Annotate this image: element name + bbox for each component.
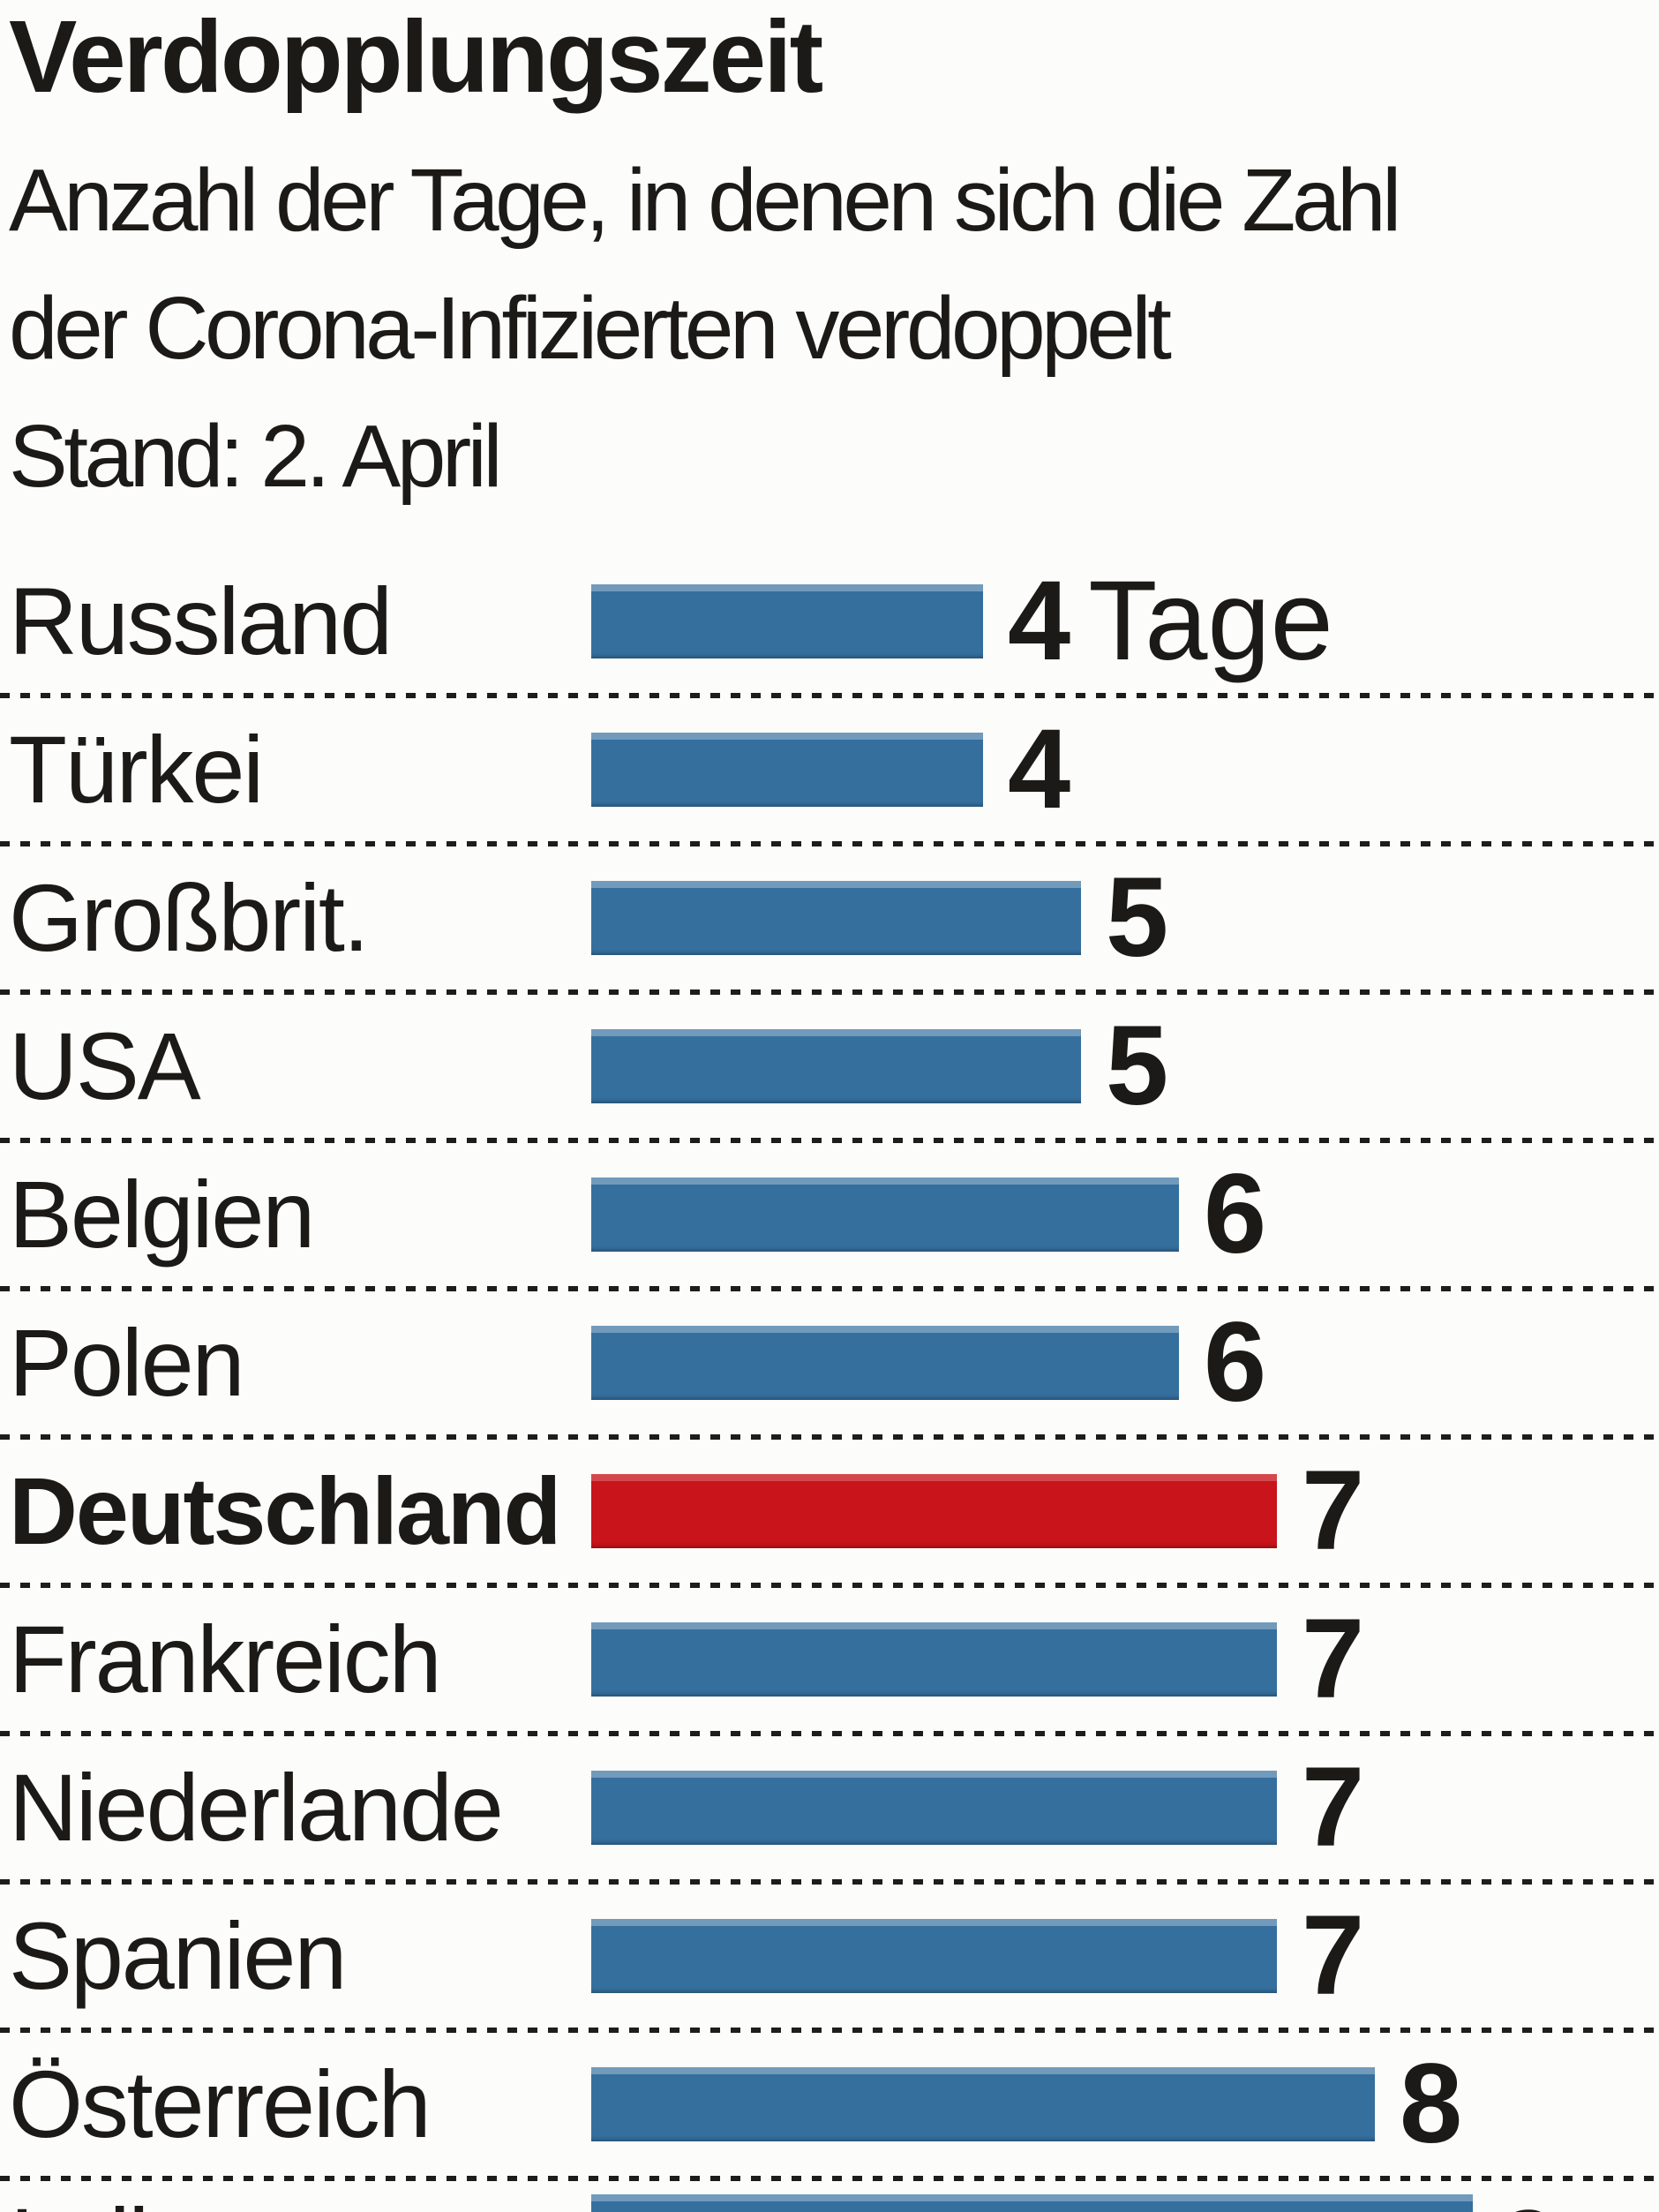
chart-row: Österreich 8 xyxy=(0,2030,1659,2181)
value-bar xyxy=(591,1919,1277,1993)
value-bar xyxy=(591,1029,1081,1103)
bar-value: 7 xyxy=(1302,1892,1365,2019)
bar-wrap: 7 xyxy=(591,1751,1364,1864)
country-label: Polen xyxy=(9,1309,245,1416)
country-label: Deutschland xyxy=(9,1457,562,1564)
country-label: Großbrit. xyxy=(9,864,370,971)
bar-wrap: 9 xyxy=(591,2194,1560,2212)
subtitle-line-3-status-date: Stand: 2. April xyxy=(9,407,503,506)
bar-wrap: 7 xyxy=(591,1455,1364,1568)
bar-value: 5 xyxy=(1106,1003,1169,1129)
subtitle-line-2: der Corona-Infizierten verdoppelt xyxy=(9,279,1172,378)
value-bar xyxy=(591,1771,1277,1845)
country-label: Belgien xyxy=(9,1161,315,1268)
chart-row: Niederlande 7 xyxy=(0,1734,1659,1885)
bar-wrap: 8 xyxy=(591,2048,1462,2161)
country-label: Spanien xyxy=(9,1902,347,2009)
chart-row: Italien 9 xyxy=(9,2178,1659,2212)
bar-value: 9 xyxy=(1498,2194,1560,2212)
value-bar xyxy=(591,733,983,807)
value-bar xyxy=(591,1622,1277,1697)
chart-row: Spanien 7 xyxy=(0,1882,1659,2033)
value-bar xyxy=(591,881,1081,955)
chart-row: Belgien 6 xyxy=(0,1140,1659,1291)
chart-row: Russland 4 Tage xyxy=(0,547,1659,698)
chart-row: Polen 6 xyxy=(0,1289,1659,1440)
bar-value: 4 xyxy=(1008,706,1071,832)
bar-wrap: 5 xyxy=(591,861,1168,974)
country-label: Frankreich xyxy=(9,1606,442,1712)
bar-wrap: 6 xyxy=(591,1158,1266,1271)
subtitle-line-1: Anzahl der Tage, in denen sich die Zahl xyxy=(9,151,1401,250)
value-bar xyxy=(591,1474,1277,1548)
country-label: Österreich xyxy=(9,2050,432,2157)
country-label: Russland xyxy=(9,568,393,674)
value-bar xyxy=(591,584,983,658)
value-bar xyxy=(591,2194,1473,2212)
country-label: USA xyxy=(9,1012,201,1119)
chart-title: Verdopplungszeit xyxy=(9,0,823,114)
bar-value: 7 xyxy=(1302,1744,1365,1870)
bar-wrap: 7 xyxy=(591,1603,1364,1716)
chart-rows: Russland 4 Tage Türkei 4 Großbrit. 5 USA… xyxy=(0,547,1659,2212)
bar-value: 5 xyxy=(1106,854,1169,981)
bar-wrap: 4 xyxy=(591,713,1070,826)
bar-value: 8 xyxy=(1400,2041,1463,2167)
country-label: Niederlande xyxy=(9,1754,504,1861)
bar-value: 4 xyxy=(1008,558,1071,684)
chart-subtitle: Anzahl der Tage, in denen sich die Zahl … xyxy=(9,137,1659,521)
value-bar xyxy=(591,2067,1375,2141)
chart-row: Großbrit. 5 xyxy=(0,844,1659,995)
chart-row: USA 5 xyxy=(0,992,1659,1143)
country-label: Türkei xyxy=(9,716,264,823)
bar-value: 7 xyxy=(1302,1448,1365,1574)
chart-row: Frankreich 7 xyxy=(0,1585,1659,1736)
bar-value: 7 xyxy=(1302,1596,1365,1722)
bar-wrap: 7 xyxy=(591,1900,1364,2013)
chart-row: Deutschland 7 xyxy=(0,1437,1659,1588)
value-bar xyxy=(591,1177,1179,1252)
bar-value: 6 xyxy=(1204,1299,1267,1426)
bar-wrap: 5 xyxy=(591,1010,1168,1123)
bar-wrap: 4 Tage xyxy=(591,565,1333,678)
chart-row: Türkei 4 xyxy=(0,696,1659,846)
bar-wrap: 6 xyxy=(591,1306,1266,1419)
value-bar xyxy=(591,1326,1179,1400)
bar-value: 6 xyxy=(1204,1151,1267,1277)
bar-value-unit: Tage xyxy=(1088,558,1333,684)
country-label: Italien xyxy=(9,2194,591,2212)
